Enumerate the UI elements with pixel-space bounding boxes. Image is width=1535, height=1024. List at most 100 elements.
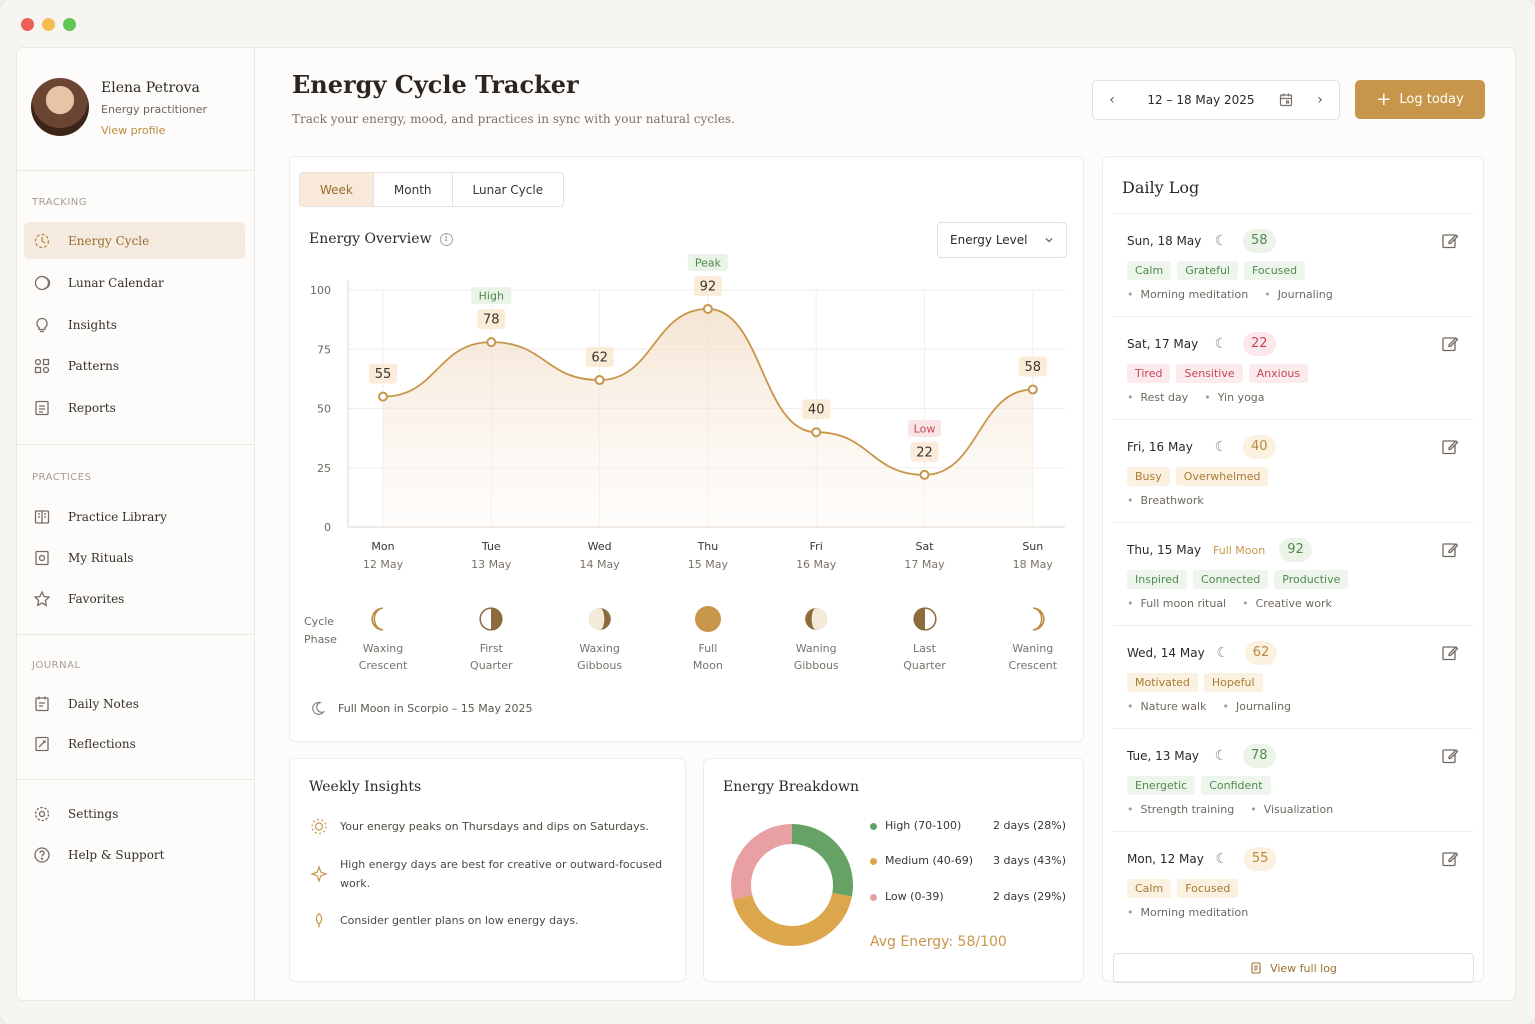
daily-log-title: Daily Log: [1122, 178, 1200, 197]
tab-month[interactable]: Month: [374, 173, 453, 206]
data-point[interactable]: [594, 375, 605, 386]
donut-slice[interactable]: [731, 824, 853, 946]
tab-lunar-cycle[interactable]: Lunar Cycle: [472, 182, 544, 197]
sidebar-item-lunar-calendar[interactable]: Lunar Calendar: [24, 264, 245, 301]
log-today-button[interactable]: + Log today: [1355, 80, 1485, 119]
sidebar-item-favorites[interactable]: Favorites: [24, 580, 245, 617]
mood-tag[interactable]: Tired: [1127, 364, 1171, 383]
mood-tag[interactable]: Busy: [1127, 467, 1170, 486]
sidebar-item-daily-notes[interactable]: Daily Notes: [24, 685, 245, 722]
energy-overview-heading: Energy Overview i: [309, 231, 453, 247]
sidebar-item-settings[interactable]: Settings: [24, 795, 245, 832]
moon-icon: ☾: [1214, 336, 1228, 352]
sidebar-item-my-rituals[interactable]: My Rituals: [24, 539, 245, 576]
data-point[interactable]: [378, 391, 388, 402]
edit-icon[interactable]: [1441, 644, 1459, 662]
chevron-left-icon[interactable]: ‹: [1109, 92, 1115, 108]
mood-tag[interactable]: Focused: [1177, 879, 1239, 898]
mood-tag[interactable]: Anxious: [1248, 364, 1309, 383]
data-point[interactable]: [702, 303, 713, 314]
data-label: 62: [591, 351, 608, 366]
tab-week[interactable]: Week: [300, 173, 374, 206]
avatar[interactable]: [31, 78, 89, 136]
log-entry[interactable]: Sat, 17 May ☾ 22 Tired Sensitive Anxious Rest …: [1113, 316, 1473, 420]
minimize-window-button[interactable]: [42, 18, 55, 31]
x-tick-label: Fri: [810, 540, 823, 553]
data-label: 55: [375, 367, 392, 382]
close-window-button[interactable]: [21, 18, 34, 31]
mood-tag[interactable]: Energetic: [1127, 776, 1196, 795]
data-point[interactable]: [1027, 384, 1038, 395]
full-moon-note-text: Full Moon in Scorpio – 15 May 2025: [338, 701, 533, 715]
log-entry[interactable]: Thu, 15 May Full Moon 92 Inspired Connected P…: [1113, 522, 1473, 626]
log-entry[interactable]: Sun, 18 May ☾ 58 Calm Grateful Focused Morning…: [1113, 213, 1473, 317]
legend-label: High (70-100): [870, 819, 961, 832]
view-profile-link[interactable]: View profile: [101, 124, 166, 137]
view-full-log-button[interactable]: View full log: [1113, 953, 1474, 983]
mood-tag[interactable]: Inspired: [1127, 570, 1188, 589]
date-range-picker[interactable]: ‹ 12 – 18 May 2025 ›: [1092, 80, 1340, 120]
edit-icon[interactable]: [1441, 541, 1459, 559]
energy-overview-title: Energy Overview: [309, 231, 432, 247]
divider: [17, 634, 255, 635]
energy-score-badge: 22: [1243, 332, 1276, 356]
log-entry-date: Sat, 17 May: [1127, 337, 1199, 351]
daily-log-card: Daily Log Sun, 18 May ☾ 58 Calm Grateful Focu…: [1102, 156, 1484, 983]
edit-icon[interactable]: [1441, 232, 1459, 250]
sun-icon: [311, 818, 327, 835]
sidebar-item-label: Daily Notes: [68, 696, 139, 711]
rituals-icon: [35, 550, 49, 565]
sidebar-item-insights[interactable]: Insights: [24, 306, 245, 343]
moon-icon: ☾: [1215, 851, 1229, 867]
info-icon[interactable]: i: [439, 232, 453, 246]
edit-icon[interactable]: [1441, 335, 1459, 353]
donut-slice[interactable]: [731, 824, 853, 946]
log-entry[interactable]: Fri, 16 May ☾ 40 Busy Overwhelmed Breathwork: [1113, 419, 1473, 523]
maximize-window-button[interactable]: [63, 18, 76, 31]
mood-tag[interactable]: Overwhelmed: [1175, 467, 1269, 486]
moon-icon: ☾: [1216, 645, 1229, 661]
sidebar-item-patterns[interactable]: Patterns: [24, 347, 245, 384]
edit-icon[interactable]: [1441, 438, 1459, 456]
moon-icon: ☾: [1214, 439, 1228, 455]
metric-dropdown-value: Energy Level: [950, 233, 1028, 247]
metric-dropdown[interactable]: Energy Level: [937, 222, 1067, 258]
mood-tag[interactable]: Calm: [1127, 261, 1172, 280]
mood-tag[interactable]: Motivated: [1127, 673, 1198, 692]
mood-tag[interactable]: Grateful: [1177, 261, 1238, 280]
calendar-icon[interactable]: [1271, 92, 1301, 108]
edit-icon[interactable]: [1441, 850, 1459, 868]
gear-icon: [34, 806, 50, 821]
edit-icon[interactable]: [1441, 747, 1459, 765]
sidebar-item-energy-cycle[interactable]: Energy Cycle: [24, 222, 245, 259]
sidebar-item-practice-library[interactable]: Practice Library: [24, 498, 245, 535]
practice-item: Journaling: [1222, 700, 1291, 713]
mood-tag[interactable]: Focused: [1243, 261, 1306, 280]
practice-item: Strength training: [1127, 803, 1235, 816]
mood-tag[interactable]: Sensitive: [1176, 364, 1243, 383]
profile-block: Elena Petrova Energy practitioner View p…: [31, 78, 207, 137]
log-entry[interactable]: Wed, 14 May ☾ 62 Motivated Hopeful Nature wal…: [1113, 625, 1473, 729]
annotation-label: High: [479, 290, 504, 303]
log-entry[interactable]: Tue, 13 May ☾ 78 Energetic Confident Strength…: [1113, 728, 1473, 832]
data-point[interactable]: [919, 469, 930, 480]
sidebar-item-help[interactable]: Help & Support: [24, 836, 245, 873]
sidebar-item-reports[interactable]: Reports: [24, 389, 245, 426]
sidebar-item-reflections[interactable]: Reflections: [24, 725, 245, 762]
log-entry[interactable]: Mon, 12 May ☾ 55 Calm Focused Morning meditat…: [1113, 831, 1473, 935]
y-tick-label: 50: [317, 403, 331, 416]
moon-phase-label: First Quarter: [470, 642, 513, 672]
divider: [17, 779, 255, 780]
log-entry-date: Thu, 15 May: [1127, 543, 1202, 557]
mood-tag[interactable]: Connected: [1193, 570, 1269, 589]
legend-dot-high: [870, 822, 877, 830]
mood-tag[interactable]: Productive: [1274, 570, 1349, 589]
mood-tag[interactable]: Hopeful: [1203, 673, 1263, 692]
mood-tag[interactable]: Confident: [1201, 776, 1271, 795]
legend-row-high: High (70-100) 2 days (28%): [870, 819, 1066, 832]
mood-tag[interactable]: Calm: [1127, 879, 1172, 898]
data-point[interactable]: [811, 427, 822, 438]
data-point[interactable]: [486, 337, 497, 348]
chevron-right-icon[interactable]: ›: [1317, 92, 1323, 108]
log-entry-date: Tue, 13 May: [1127, 749, 1200, 763]
